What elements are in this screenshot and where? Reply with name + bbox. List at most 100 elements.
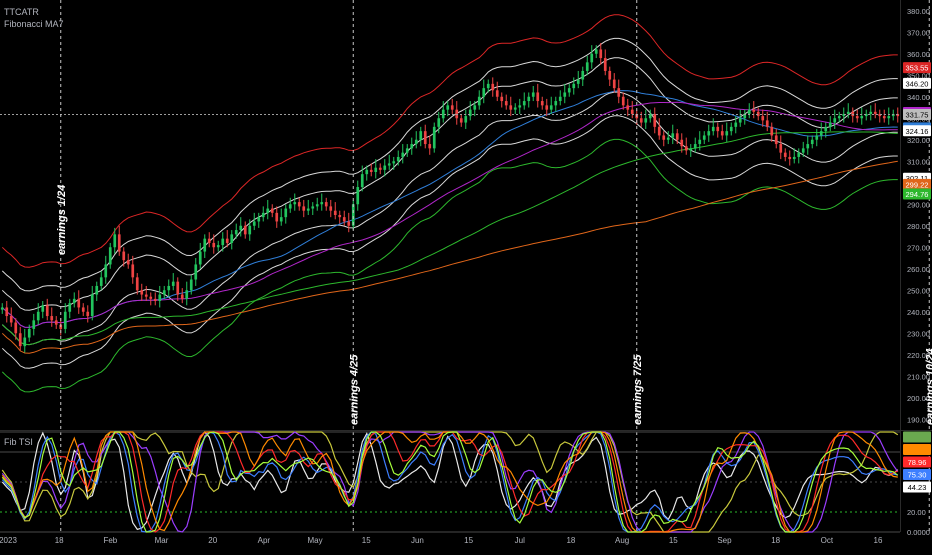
candle-body xyxy=(855,116,859,119)
candle-body xyxy=(612,79,616,89)
candle-body xyxy=(320,202,324,205)
y-tick-label: 370.00 xyxy=(907,28,930,37)
candle-body xyxy=(486,83,490,89)
x-tick-label: Aug xyxy=(615,536,629,545)
candle-body xyxy=(693,144,697,149)
candle-body xyxy=(113,234,117,248)
candle-body xyxy=(360,174,364,188)
earnings-annotation-label: earnings 4/25 xyxy=(348,354,360,425)
candle-body xyxy=(720,131,724,136)
candle-body xyxy=(144,294,148,297)
sub-indicator-label[interactable]: Fib TSI xyxy=(4,437,33,447)
candle-body xyxy=(810,139,814,145)
candle-body xyxy=(347,221,351,226)
candle-body xyxy=(153,298,157,301)
candle-body xyxy=(513,107,517,110)
candle-body xyxy=(581,70,585,80)
candle-body xyxy=(333,210,337,215)
candle-body xyxy=(293,202,297,205)
candle-body xyxy=(14,322,18,334)
price-axis-tag xyxy=(903,77,931,89)
x-tick-label: Apr xyxy=(258,536,271,545)
candle-body xyxy=(576,79,580,84)
candle-body xyxy=(837,116,841,119)
x-tick-label: 15 xyxy=(464,536,473,545)
candle-body xyxy=(689,148,693,151)
candle-body xyxy=(203,238,207,252)
candle-body xyxy=(302,206,306,211)
candle-body xyxy=(572,83,576,89)
candle-body xyxy=(468,109,472,117)
candle-body xyxy=(851,111,855,117)
candle-body xyxy=(860,116,864,119)
y-tick-label: 280.00 xyxy=(907,222,930,231)
tsi-value-tag-text: 75.30 xyxy=(908,471,927,480)
price-axis-tag-text: 346.20 xyxy=(906,79,929,88)
candle-body xyxy=(792,156,796,160)
y-tick-label: 290.00 xyxy=(907,200,930,209)
price-axis-tag-text: 294.76 xyxy=(906,190,929,199)
orange-moving-average xyxy=(1,160,898,354)
candle-body xyxy=(0,307,4,310)
candle-body xyxy=(221,238,225,246)
tsi-value-tag xyxy=(903,444,931,455)
candle-body xyxy=(698,139,702,145)
candle-body xyxy=(617,88,621,97)
candle-body xyxy=(338,215,342,218)
candle-body xyxy=(527,96,531,102)
x-tick-label: 18 xyxy=(771,536,780,545)
y-tick-label: 210.00 xyxy=(907,372,930,381)
candle-body xyxy=(27,328,31,338)
candle-body xyxy=(630,109,634,114)
candle-body xyxy=(482,88,486,97)
candle-body xyxy=(567,88,571,93)
candle-body xyxy=(311,206,315,209)
tsi-y-tick-label: 0.0000 xyxy=(907,528,930,537)
candle-body xyxy=(653,113,657,127)
tsi-y-tick-label: 20.00 xyxy=(907,508,926,517)
candle-body xyxy=(405,148,409,153)
candle-body xyxy=(891,113,895,117)
candle-body xyxy=(149,296,153,299)
price-axis-tag xyxy=(903,188,931,200)
candle-body xyxy=(41,305,45,312)
white-band-outer-upper xyxy=(1,37,898,292)
y-tick-label: 220.00 xyxy=(907,351,930,360)
candle-body xyxy=(675,133,679,140)
price-axis-tag-text: 331.75 xyxy=(906,110,929,119)
candle-body xyxy=(189,279,193,291)
candle-body xyxy=(477,96,481,106)
price-axis-tag xyxy=(903,108,931,120)
candle-body xyxy=(198,251,202,265)
candle-body xyxy=(396,156,400,162)
price-axis-tag-text: 324.16 xyxy=(906,127,929,136)
white-band-inner-lower xyxy=(1,91,898,346)
candle-body xyxy=(356,187,360,205)
candle-body xyxy=(540,101,544,106)
candle-body xyxy=(419,131,423,140)
green-band-lower xyxy=(1,138,898,393)
candle-body xyxy=(284,208,288,218)
candle-body xyxy=(54,320,58,325)
candle-body xyxy=(797,152,801,157)
candle-body xyxy=(599,49,603,59)
candle-body xyxy=(509,105,513,110)
candle-body xyxy=(833,118,837,123)
candle-body xyxy=(536,92,540,102)
candle-body xyxy=(99,277,103,286)
x-tick-label: Feb xyxy=(103,536,117,545)
candle-body xyxy=(743,113,747,119)
candle-body xyxy=(230,234,234,243)
symbol-label[interactable]: TTCATR xyxy=(4,7,39,17)
candle-body xyxy=(180,294,184,299)
candle-body xyxy=(185,290,189,299)
indicator-label[interactable]: Fibonacci MA7 xyxy=(4,19,64,29)
candle-body xyxy=(392,161,396,164)
candle-body xyxy=(558,96,562,102)
x-tick-label: Jul xyxy=(515,536,525,545)
candle-body xyxy=(441,109,445,119)
candle-body xyxy=(648,113,652,119)
candle-body xyxy=(729,126,733,132)
